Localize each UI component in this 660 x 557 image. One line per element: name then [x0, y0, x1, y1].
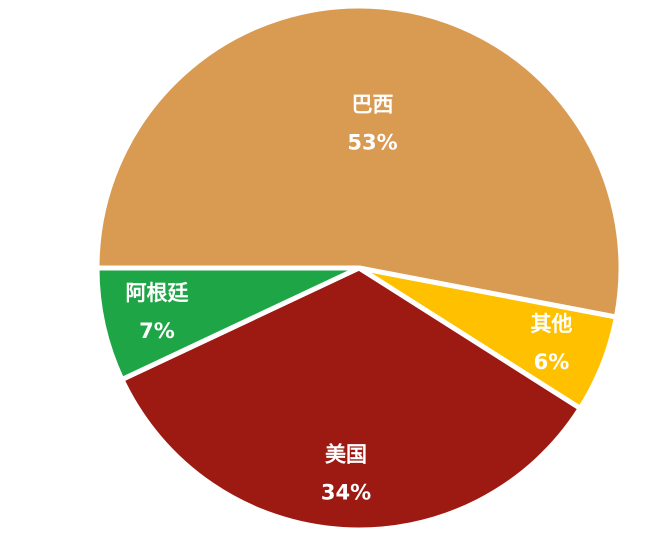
pie-slice: [119, 265, 583, 533]
slice-value-label: 53%: [347, 131, 397, 155]
slice-label: 巴西: [352, 93, 394, 117]
slice-label: 阿根廷: [126, 281, 190, 305]
slice-value-label: 34%: [321, 481, 371, 505]
slice-value-label: 7%: [139, 319, 175, 343]
slice-value-label: 6%: [534, 350, 570, 374]
slice-label: 美国: [325, 443, 367, 467]
pie-slice: [94, 3, 624, 320]
slice-label: 其他: [530, 312, 572, 336]
pie-slice: [94, 265, 362, 383]
